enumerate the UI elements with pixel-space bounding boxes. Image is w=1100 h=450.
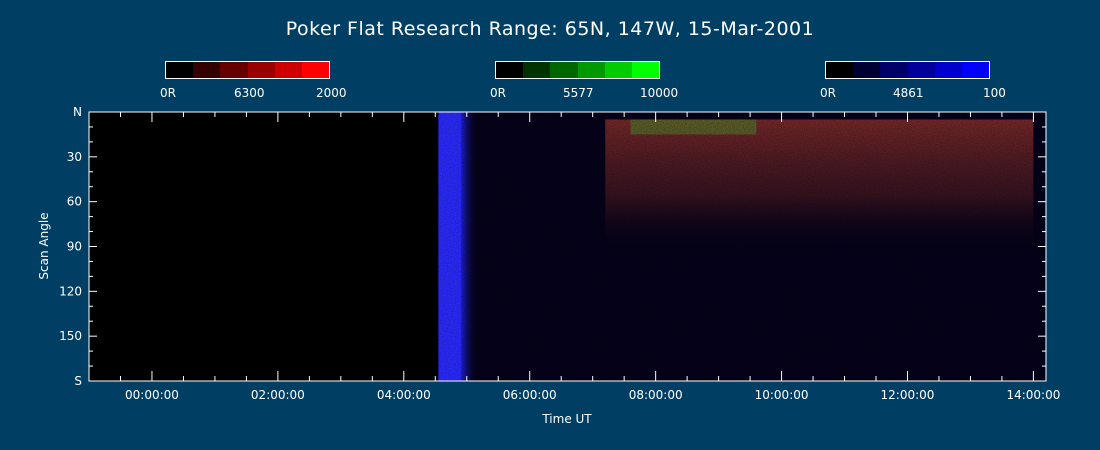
colorbar-4861-segment: [907, 62, 935, 78]
colorbar-6300-center-label: 6300: [234, 86, 265, 100]
colorbar-5577-segment: [496, 62, 524, 78]
colorbar-4861-segment: [880, 62, 908, 78]
colorbar-4861: [825, 61, 990, 79]
colorbar-5577-max-label: 10000: [640, 86, 679, 100]
y-tick-label: 30: [67, 150, 82, 164]
y-tick-label: 90: [67, 240, 82, 254]
colorbar-5577: [495, 61, 660, 79]
y-tick-label: 150: [59, 329, 82, 343]
colorbar-4861-segment: [853, 62, 881, 78]
colorbar-4861-segment: [826, 62, 854, 78]
colorbar-6300-segment: [247, 62, 275, 78]
y-tick-label: 120: [59, 284, 82, 298]
x-tick-label: 06:00:00: [503, 388, 557, 402]
y-axis: N 30 60 90 120 150 S: [59, 105, 1046, 388]
x-axis: 00:00:00 02:00:00 04:00:00 06:00:00 08:00:00…: [119, 112, 1060, 402]
x-tick-label: 04:00:00: [377, 388, 431, 402]
colorbar-6300-segment: [274, 62, 302, 78]
plot-frame: [88, 111, 1047, 382]
colorbar-6300-segment: [166, 62, 194, 78]
colorbar-6300-segment: [301, 62, 330, 78]
colorbar-4861-segment: [934, 62, 962, 78]
colorbar-4861-min-label: 0R: [820, 86, 836, 100]
colorbar-5577-center-label: 5577: [563, 86, 594, 100]
colorbar-5577-segment: [604, 62, 632, 78]
noise-texture: [438, 112, 1046, 381]
colorbar-6300-max-label: 2000: [316, 86, 347, 100]
colorbar-6300-segment: [220, 62, 248, 78]
x-tick-label: 02:00:00: [251, 388, 305, 402]
x-tick-label: 10:00:00: [755, 388, 809, 402]
colorbar-4861-center-label: 4861: [893, 86, 924, 100]
colorbar-6300: [165, 61, 330, 79]
y-tick-label: N: [73, 105, 82, 119]
colorbar-5577-segment: [523, 62, 551, 78]
y-tick-label: S: [74, 374, 82, 388]
y-axis-label: Scan Angle: [37, 212, 51, 279]
colorbar-6300-segment: [193, 62, 221, 78]
chart-title: Poker Flat Research Range: 65N, 147W, 15…: [285, 18, 815, 40]
x-tick-label: 14:00:00: [1006, 388, 1060, 402]
colorbar-4861-segment: [961, 62, 990, 78]
chart-features: [438, 112, 1046, 381]
x-tick-label: 00:00:00: [125, 388, 179, 402]
colorbar-5577-segment: [550, 62, 578, 78]
x-tick-label: 08:00:00: [629, 388, 683, 402]
y-tick-label: 60: [67, 195, 82, 209]
x-tick-label: 12:00:00: [881, 388, 935, 402]
colorbar-5577-segment: [631, 62, 660, 78]
colorbar-6300-min-label: 0R: [160, 86, 176, 100]
x-axis-label: Time UT: [541, 412, 592, 426]
colorbar-5577-min-label: 0R: [490, 86, 506, 100]
colorbar-4861-max-label: 100: [983, 86, 1006, 100]
colorbar-5577-segment: [577, 62, 605, 78]
